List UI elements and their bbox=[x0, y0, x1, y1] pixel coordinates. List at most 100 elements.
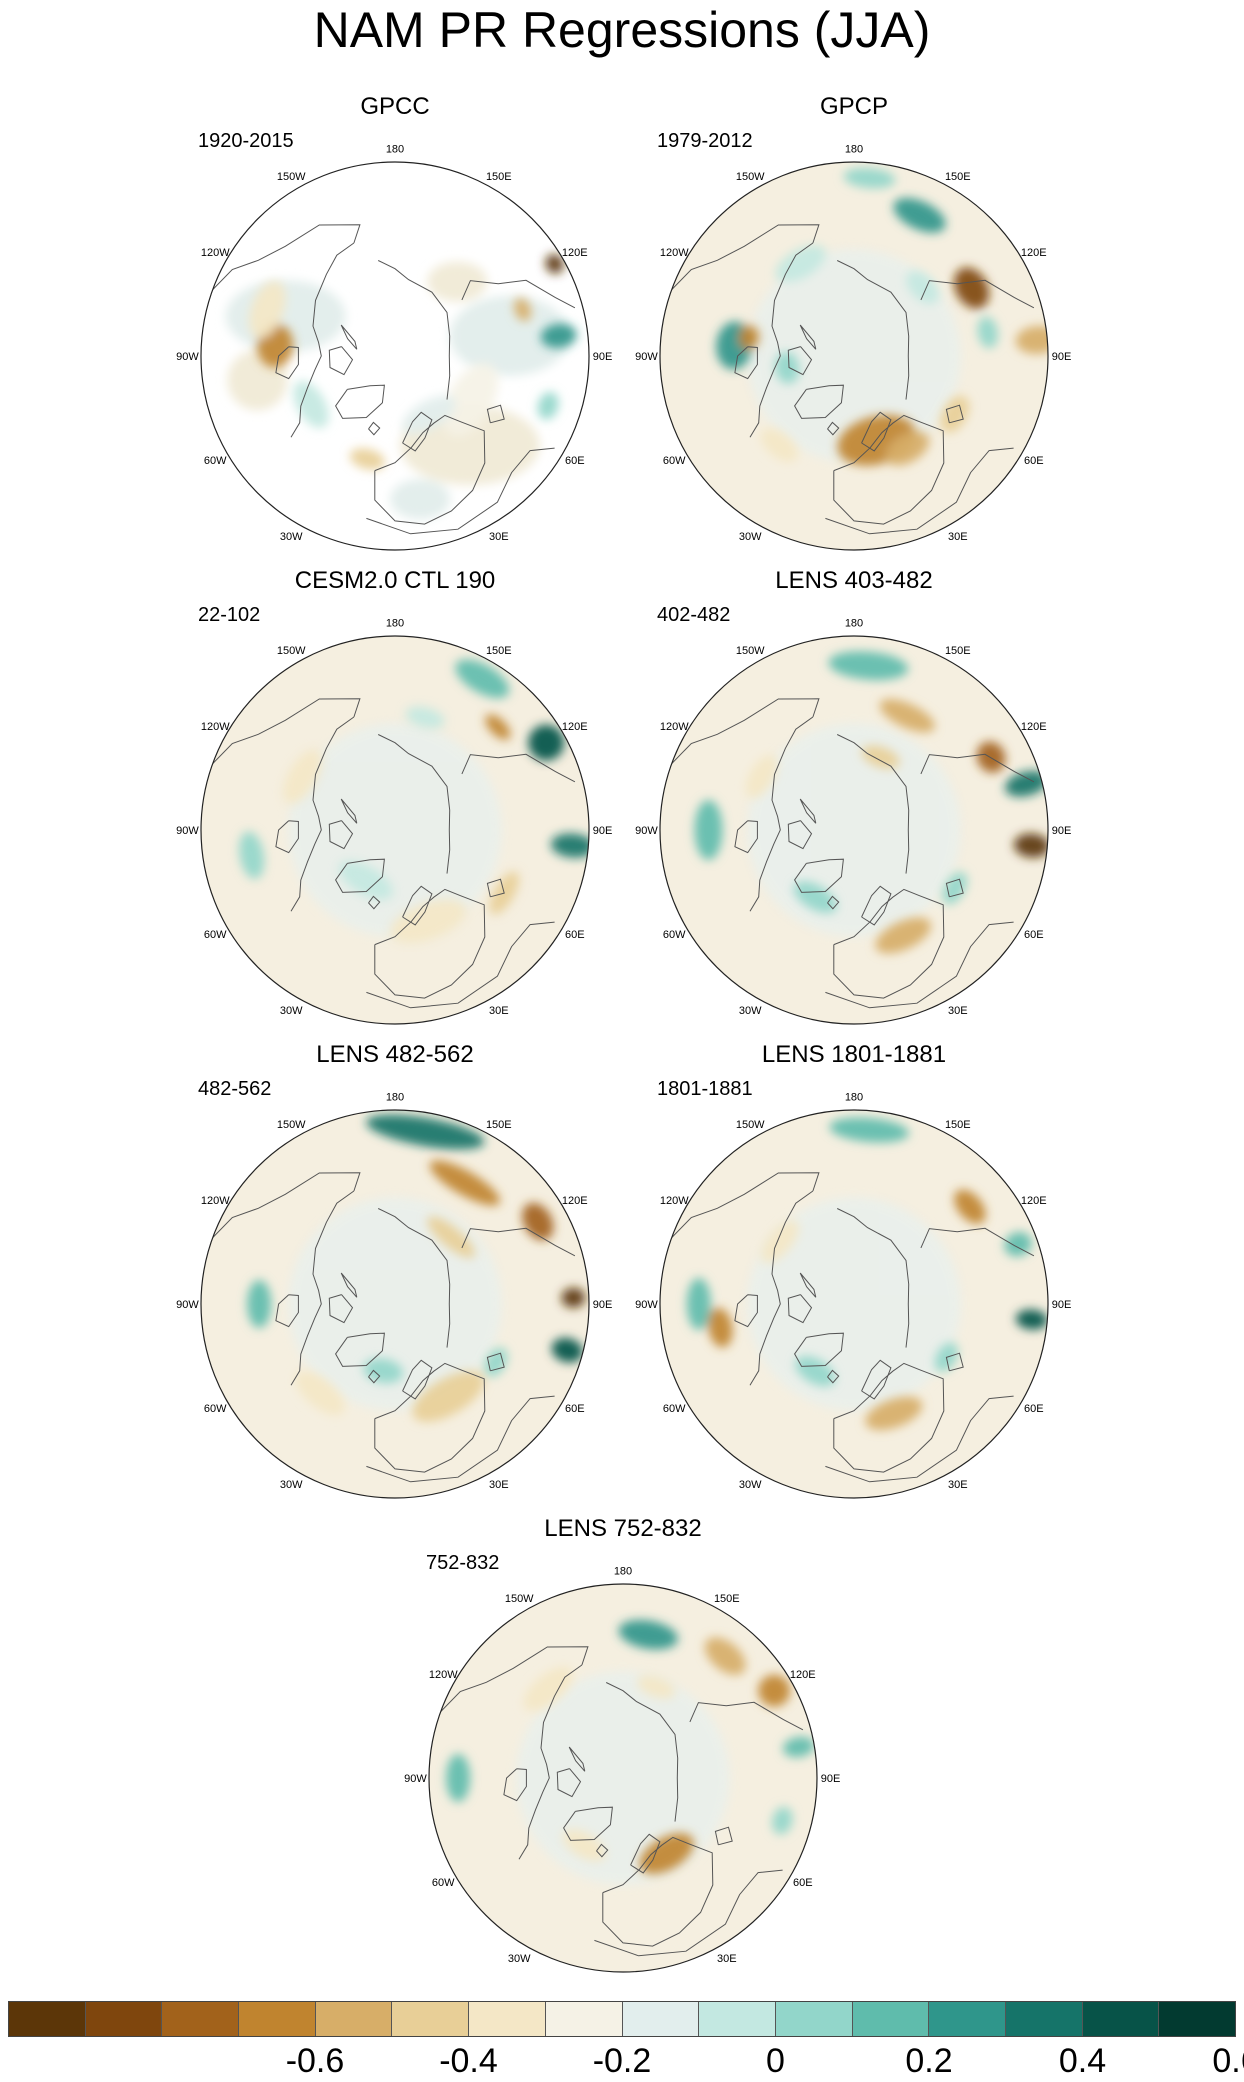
colorbar-tick-label: 0.4 bbox=[1058, 2042, 1107, 2080]
longitude-label: 60W bbox=[204, 1403, 227, 1415]
longitude-label: 30E bbox=[948, 531, 968, 543]
longitude-label: 60E bbox=[1024, 455, 1044, 467]
regression-anomaly bbox=[1015, 1309, 1048, 1330]
map-field bbox=[201, 1110, 589, 1498]
regression-anomaly bbox=[879, 699, 935, 733]
regression-anomaly bbox=[637, 1675, 676, 1699]
longitude-label: 90E bbox=[1052, 825, 1072, 837]
longitude-label: 120W bbox=[201, 721, 230, 733]
regression-anomaly bbox=[843, 167, 896, 189]
longitude-label: 150E bbox=[486, 1119, 512, 1131]
regression-anomaly bbox=[707, 1307, 733, 1348]
map-field bbox=[201, 636, 589, 1024]
colorbar-tick-label: 0.2 bbox=[905, 2042, 953, 2080]
longitude-label: 180 bbox=[845, 617, 863, 629]
regression-anomaly bbox=[338, 861, 393, 900]
regression-anomaly bbox=[1004, 1232, 1032, 1257]
longitude-label: 180 bbox=[386, 143, 404, 155]
longitude-label: 30E bbox=[948, 1005, 968, 1017]
colorbar-swatch bbox=[9, 2002, 86, 2036]
regression-anomaly bbox=[795, 1356, 836, 1387]
regression-anomaly bbox=[239, 831, 265, 879]
coastlines bbox=[440, 1646, 804, 1957]
map-panel-lens-1801-1881: LENS 1801-1881 1801-1881 180 150E 120E 90E 6… bbox=[624, 1041, 1084, 1501]
longitude-label: 90E bbox=[821, 1773, 841, 1785]
colorbar-swatch bbox=[545, 2002, 623, 2036]
longitude-label: 90W bbox=[176, 1299, 199, 1311]
regression-anomaly bbox=[446, 1754, 471, 1802]
coastlines bbox=[212, 224, 576, 535]
colorbar-swatch bbox=[622, 2002, 700, 2036]
longitude-label: 180 bbox=[845, 1091, 863, 1103]
longitude-label: 60W bbox=[432, 1877, 455, 1889]
longitude-label: 150E bbox=[486, 171, 512, 183]
regression-anomaly bbox=[545, 254, 564, 274]
map-panel-cesm2-ctl: CESM2.0 CTL 190 22-102 180 150E 120E 90E 60E… bbox=[165, 567, 625, 1027]
regression-anomaly bbox=[1013, 833, 1048, 858]
panel-title: LENS 482-562 bbox=[316, 1041, 474, 1068]
regression-anomaly bbox=[774, 351, 800, 384]
regression-anomaly bbox=[390, 899, 467, 943]
longitude-label: 60E bbox=[565, 455, 585, 467]
regression-anomaly bbox=[247, 1280, 272, 1328]
panel-title: LENS 1801-1881 bbox=[761, 1041, 947, 1068]
longitude-label: 120W bbox=[201, 247, 230, 259]
colorbar-swatch bbox=[699, 2002, 776, 2036]
longitude-label: 120E bbox=[1021, 1195, 1047, 1207]
map-panel-gpcc: GPCC 1920-2015 180150E120E90E60E30E030W6… bbox=[165, 93, 625, 553]
regression-anomaly bbox=[1015, 325, 1048, 355]
map-boundary bbox=[659, 1109, 1049, 1499]
longitude-label: 120E bbox=[562, 721, 588, 733]
regression-anomaly bbox=[775, 245, 826, 283]
colorbar-swatch bbox=[392, 2002, 470, 2036]
regression-anomaly bbox=[551, 1337, 584, 1363]
longitude-label: 150W bbox=[277, 645, 306, 657]
colorbar-swatch bbox=[1159, 2002, 1235, 2036]
longitude-label: 120E bbox=[1021, 247, 1047, 259]
longitude-label: 30W bbox=[280, 1479, 303, 1491]
regression-anomaly bbox=[561, 1287, 586, 1308]
regression-anomaly bbox=[954, 1189, 986, 1224]
coastlines bbox=[671, 698, 1035, 1009]
longitude-label: 90E bbox=[593, 825, 613, 837]
regression-anomaly bbox=[639, 1833, 694, 1875]
polar-map: 180150E120E90E60E30E030W60W90W120W150W bbox=[404, 1565, 841, 1973]
longitude-label: 90E bbox=[1052, 1299, 1072, 1311]
map-boundary bbox=[659, 635, 1049, 1025]
regression-anomaly bbox=[793, 881, 837, 914]
longitude-label: 90W bbox=[176, 351, 199, 363]
map-boundary bbox=[200, 1109, 590, 1499]
panel-title: GPCP bbox=[819, 93, 888, 120]
regression-anomaly bbox=[363, 1358, 404, 1384]
longitude-label: 60W bbox=[663, 455, 686, 467]
longitude-label: 150W bbox=[505, 1593, 534, 1605]
map-panel-lens-752-832: LENS 752-832 752-832 180 150E 120E 90E 60E 30… bbox=[393, 1515, 853, 1975]
map-field bbox=[201, 162, 589, 550]
panel-title: GPCC bbox=[360, 93, 430, 120]
longitude-label: 180 bbox=[386, 1091, 404, 1103]
map-field bbox=[660, 1110, 1048, 1498]
colorbar-swatch bbox=[162, 2002, 240, 2036]
map-boundary bbox=[428, 1583, 818, 1973]
longitude-label: 150W bbox=[277, 1119, 306, 1131]
regression-anomaly bbox=[977, 316, 998, 349]
longitude-label: 30W bbox=[739, 1005, 762, 1017]
longitude-label: 90W bbox=[635, 1299, 658, 1311]
regression-anomaly bbox=[875, 917, 932, 954]
polar-map: 180150E120E90E60E30E030W60W90W120W150W bbox=[176, 143, 612, 551]
regression-anomaly bbox=[1004, 770, 1048, 797]
regression-anomaly bbox=[885, 431, 930, 466]
longitude-label: 150W bbox=[277, 171, 306, 183]
regression-anomaly bbox=[514, 297, 532, 322]
regression-anomaly bbox=[405, 706, 445, 729]
longitude-label: 60W bbox=[663, 1403, 686, 1415]
regression-anomaly bbox=[861, 745, 900, 769]
coastlines bbox=[671, 224, 1035, 535]
map-field bbox=[660, 636, 1048, 1024]
figure-title: NAM PR Regressions (JJA) bbox=[313, 2, 931, 58]
regression-anomaly bbox=[942, 871, 968, 905]
colorbar-tick-label: 0 bbox=[766, 2042, 785, 2080]
polar-map: 180150E120E90E60E30E030W60W90W120W150W bbox=[635, 1091, 1072, 1499]
regression-anomaly bbox=[758, 1674, 791, 1707]
longitude-label: 120W bbox=[660, 247, 689, 259]
